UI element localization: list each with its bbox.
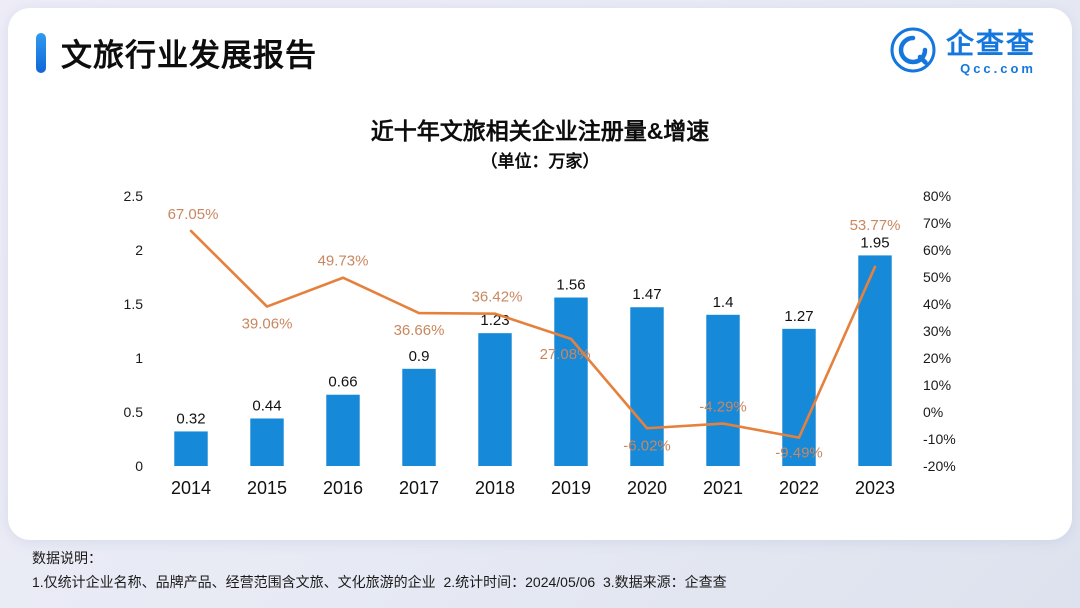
footer-notes: 数据说明： 1.仅统计企业名称、品牌产品、经营范围含文旅、文化旅游的企业 2.统… xyxy=(32,546,727,594)
bar-2021 xyxy=(706,314,740,466)
footer-label: 数据说明： xyxy=(32,550,102,566)
growth-pct-label: 53.77% xyxy=(850,217,901,234)
title-accent-bar xyxy=(36,32,46,73)
y-right-tick-label: 40% xyxy=(923,296,951,312)
x-axis-label: 2022 xyxy=(779,478,819,498)
y-left-tick-label: 0 xyxy=(135,458,143,474)
y-right-tick-label: 30% xyxy=(923,323,951,339)
x-axis-label: 2014 xyxy=(171,478,211,498)
x-axis-label: 2018 xyxy=(475,478,515,498)
y-right-tick-label: -20% xyxy=(923,458,956,474)
bar-value-label: 0.32 xyxy=(176,410,205,427)
footer-note: 1.仅统计企业名称、品牌产品、经营范围含文旅、文化旅游的企业 2.统计时间：20… xyxy=(32,574,727,590)
y-right-tick-label: 50% xyxy=(923,269,951,285)
y-left-tick-label: 2.5 xyxy=(124,188,144,204)
y-right-tick-label: 20% xyxy=(923,350,951,366)
growth-pct-label: 36.42% xyxy=(472,289,523,306)
y-left-tick-label: 1 xyxy=(135,350,143,366)
y-right-tick-label: 0% xyxy=(923,404,943,420)
bar-value-label: 1.27 xyxy=(784,308,813,325)
bar-value-label: 0.9 xyxy=(409,348,430,365)
y-right-tick-label: 80% xyxy=(923,188,951,204)
growth-pct-label: 36.66% xyxy=(394,322,445,339)
y-left-tick-label: 2 xyxy=(135,242,143,258)
growth-pct-label: -6.02% xyxy=(623,437,671,454)
page-title: 文旅行业发展报告 xyxy=(61,38,317,73)
bar-2014 xyxy=(174,431,208,466)
x-axis-label: 2020 xyxy=(627,478,667,498)
report-card: 文旅行业发展报告 企查查 Qcc.com 近十年文旅相关企业注册量&增速 （单位… xyxy=(8,8,1072,540)
bar-value-label: 1.4 xyxy=(713,294,734,311)
x-axis-label: 2016 xyxy=(323,478,363,498)
bar-2022 xyxy=(782,328,816,466)
y-right-tick-label: 70% xyxy=(923,215,951,231)
growth-pct-label: 67.05% xyxy=(168,206,219,223)
chart-canvas: 2.5 2 1.5 1 0.5 0 80% 70% 60% 50% 40% 30% 20% 10% 0% -1… xyxy=(124,188,956,498)
bar-2017 xyxy=(402,368,436,466)
y-left-tick-label: 0.5 xyxy=(124,404,144,420)
qcc-logo-name: 企查查 xyxy=(945,28,1036,59)
qcc-logo-domain: Qcc.com xyxy=(960,61,1036,76)
bar-value-label: 1.95 xyxy=(860,234,889,251)
growth-pct-label: 49.73% xyxy=(318,253,369,270)
x-axis-label: 2021 xyxy=(703,478,743,498)
report-header: 文旅行业发展报告 xyxy=(36,30,317,75)
bar-2015 xyxy=(250,418,284,466)
x-axis-label: 2023 xyxy=(855,478,895,498)
x-axis-label: 2017 xyxy=(399,478,439,498)
growth-pct-label: -9.49% xyxy=(775,445,823,462)
bar-value-label: 0.66 xyxy=(328,374,357,391)
y-right-tick-label: 60% xyxy=(923,242,951,258)
bar-value-label: 1.56 xyxy=(556,277,585,294)
bar-value-label: 1.47 xyxy=(632,286,661,303)
chart-title: 近十年文旅相关企业注册量&增速 xyxy=(370,118,710,144)
growth-pct-label: 27.08% xyxy=(540,346,591,363)
growth-pct-label: 39.06% xyxy=(242,316,293,333)
bar-2018 xyxy=(478,333,512,466)
growth-pct-label: -4.29% xyxy=(699,399,747,416)
bar-value-label: 0.44 xyxy=(252,397,281,414)
bar-2016 xyxy=(326,394,360,466)
bar-2023 xyxy=(858,255,892,466)
x-axis-label: 2015 xyxy=(247,478,287,498)
y-right-tick-label: 10% xyxy=(923,377,951,393)
qcc-logo-icon xyxy=(889,26,937,79)
growth-line xyxy=(189,229,877,439)
bar-2019 xyxy=(554,297,588,466)
qcc-logo: 企查查 Qcc.com xyxy=(889,26,1036,79)
x-axis-label: 2019 xyxy=(551,478,591,498)
qcc-logo-text: 企查查 Qcc.com xyxy=(945,28,1036,76)
bar-2020 xyxy=(630,307,664,466)
chart-area: 2.5 2 1.5 1 0.5 0 80% 70% 60% 50% 40% 30% 20% 10% 0% -1… xyxy=(95,176,985,511)
y-left-tick-label: 1.5 xyxy=(124,296,144,312)
chart-subtitle: （单位：万家） xyxy=(480,152,600,171)
y-right-tick-label: -10% xyxy=(923,431,956,447)
